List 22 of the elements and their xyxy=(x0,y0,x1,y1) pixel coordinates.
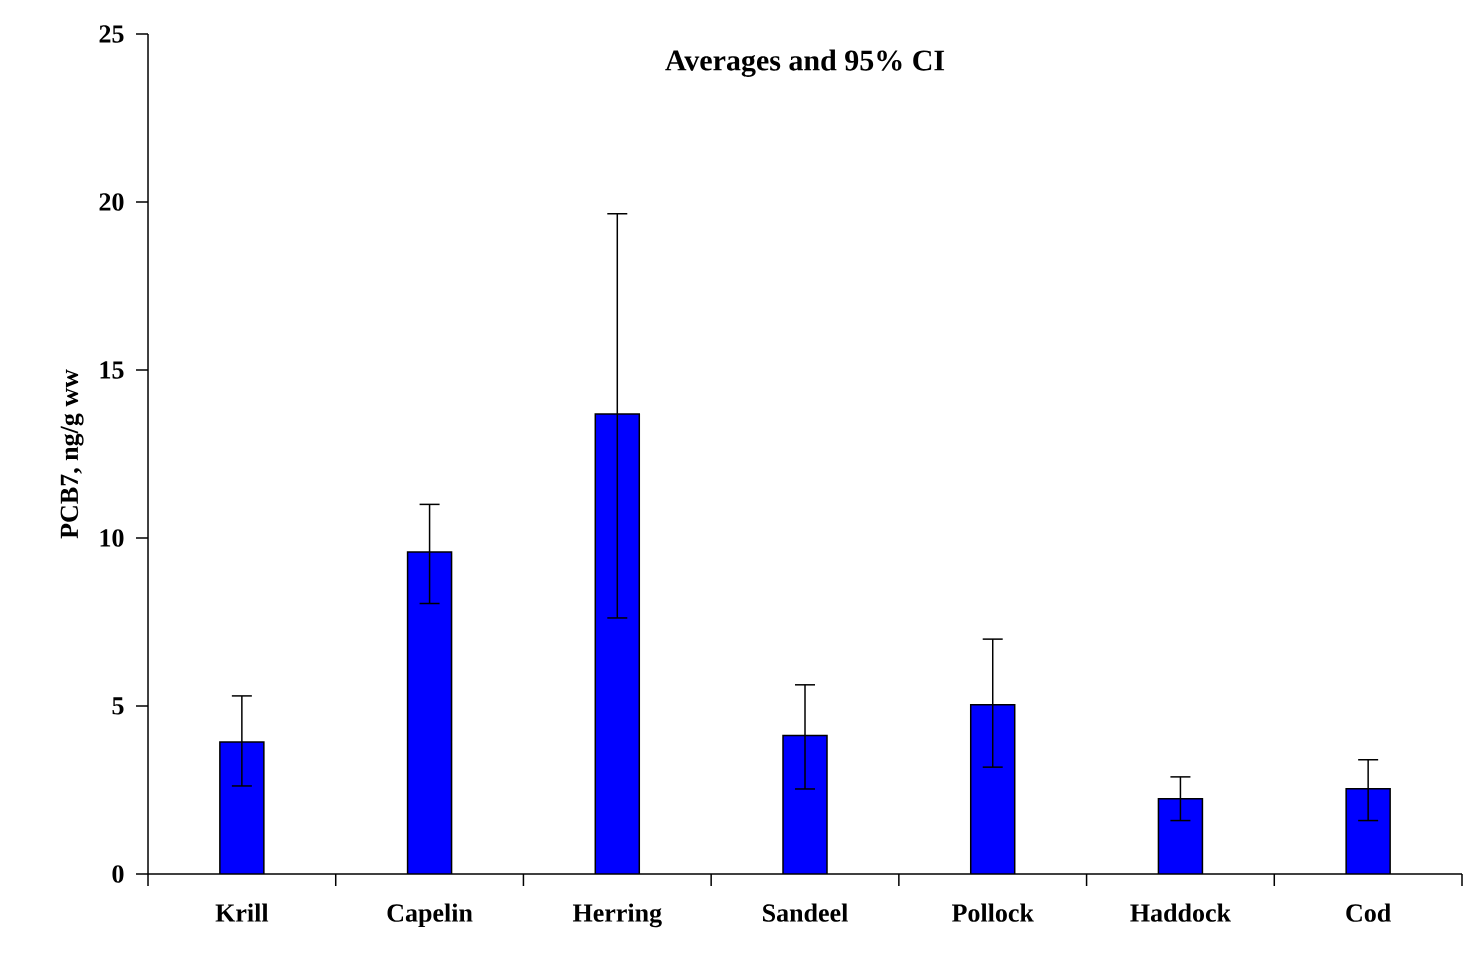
bar xyxy=(595,414,640,874)
y-tick-label: 10 xyxy=(100,529,124,547)
x-tick-label: Herring xyxy=(572,903,662,928)
bar xyxy=(407,552,452,874)
y-tick-label: 0 xyxy=(112,865,124,883)
y-axis-title: PCB7, ng/g ww xyxy=(60,369,84,539)
bar xyxy=(219,741,264,874)
bar xyxy=(1345,787,1391,874)
bar xyxy=(970,704,1015,874)
bar xyxy=(1158,798,1203,874)
x-tick-label: Krill xyxy=(215,903,269,922)
x-tick-label: Pollock xyxy=(951,903,1034,922)
y-tick-label: 5 xyxy=(112,697,124,715)
bar xyxy=(783,735,828,874)
x-tick-label: Haddock xyxy=(1130,903,1231,922)
x-tick-label: Cod xyxy=(1346,903,1391,922)
y-tick-label: 25 xyxy=(99,25,124,43)
x-tick-label: Sandeel xyxy=(763,903,848,922)
y-tick-label: 15 xyxy=(100,361,124,379)
chart-title: Averages and 95% CI xyxy=(665,49,945,77)
y-tick-label: 20 xyxy=(99,193,124,211)
x-tick-label: Capelin xyxy=(387,903,473,928)
